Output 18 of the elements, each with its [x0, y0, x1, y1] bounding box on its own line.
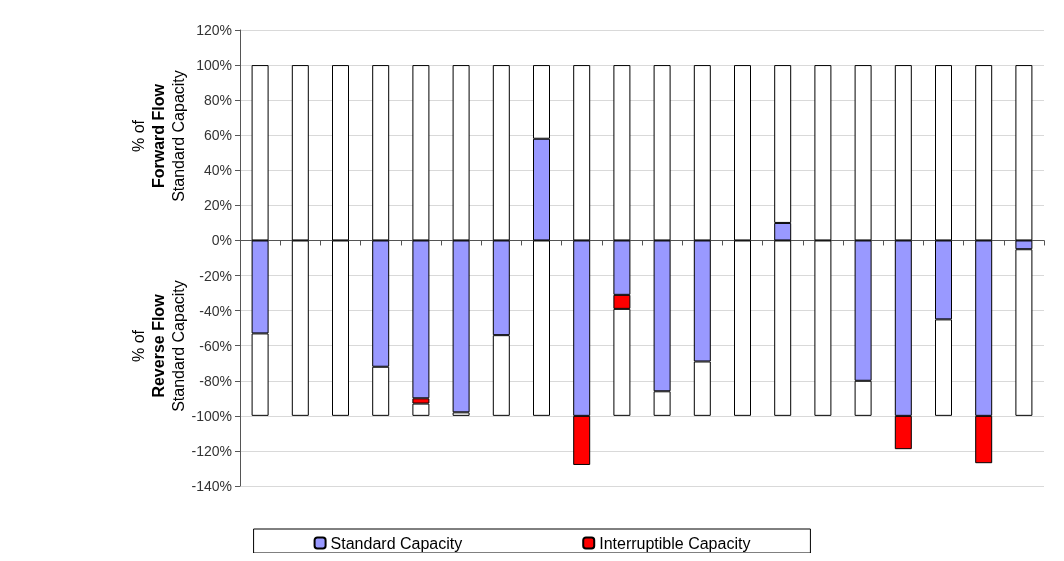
y-tick-label: -120%	[191, 442, 232, 459]
legend-label: Interruptible Capacity	[599, 534, 751, 552]
y-tick-label: 60%	[203, 127, 232, 144]
y-tick-label: 40%	[203, 162, 232, 179]
y-tick-label: -20%	[199, 267, 232, 284]
y-tick-label: -60%	[199, 337, 232, 354]
y-tick-label: -140%	[191, 478, 232, 494]
y-tick-label: -40%	[199, 302, 232, 319]
y-tick-label: 20%	[203, 197, 232, 214]
y-tick-label: 120%	[196, 22, 232, 38]
y-tick-label: 0%	[211, 232, 232, 249]
y-axis-title: % of Forward Flow Standard Capacity	[129, 70, 187, 202]
legend-label: Standard Capacity	[330, 534, 463, 552]
text: % of Reverse Flow Standard Capacity	[129, 280, 187, 412]
y-tick-label: 100%	[196, 57, 232, 74]
y-tick-label: -100%	[191, 407, 232, 424]
y-tick-label: -80%	[199, 372, 232, 389]
y-tick-label: 80%	[203, 92, 232, 109]
